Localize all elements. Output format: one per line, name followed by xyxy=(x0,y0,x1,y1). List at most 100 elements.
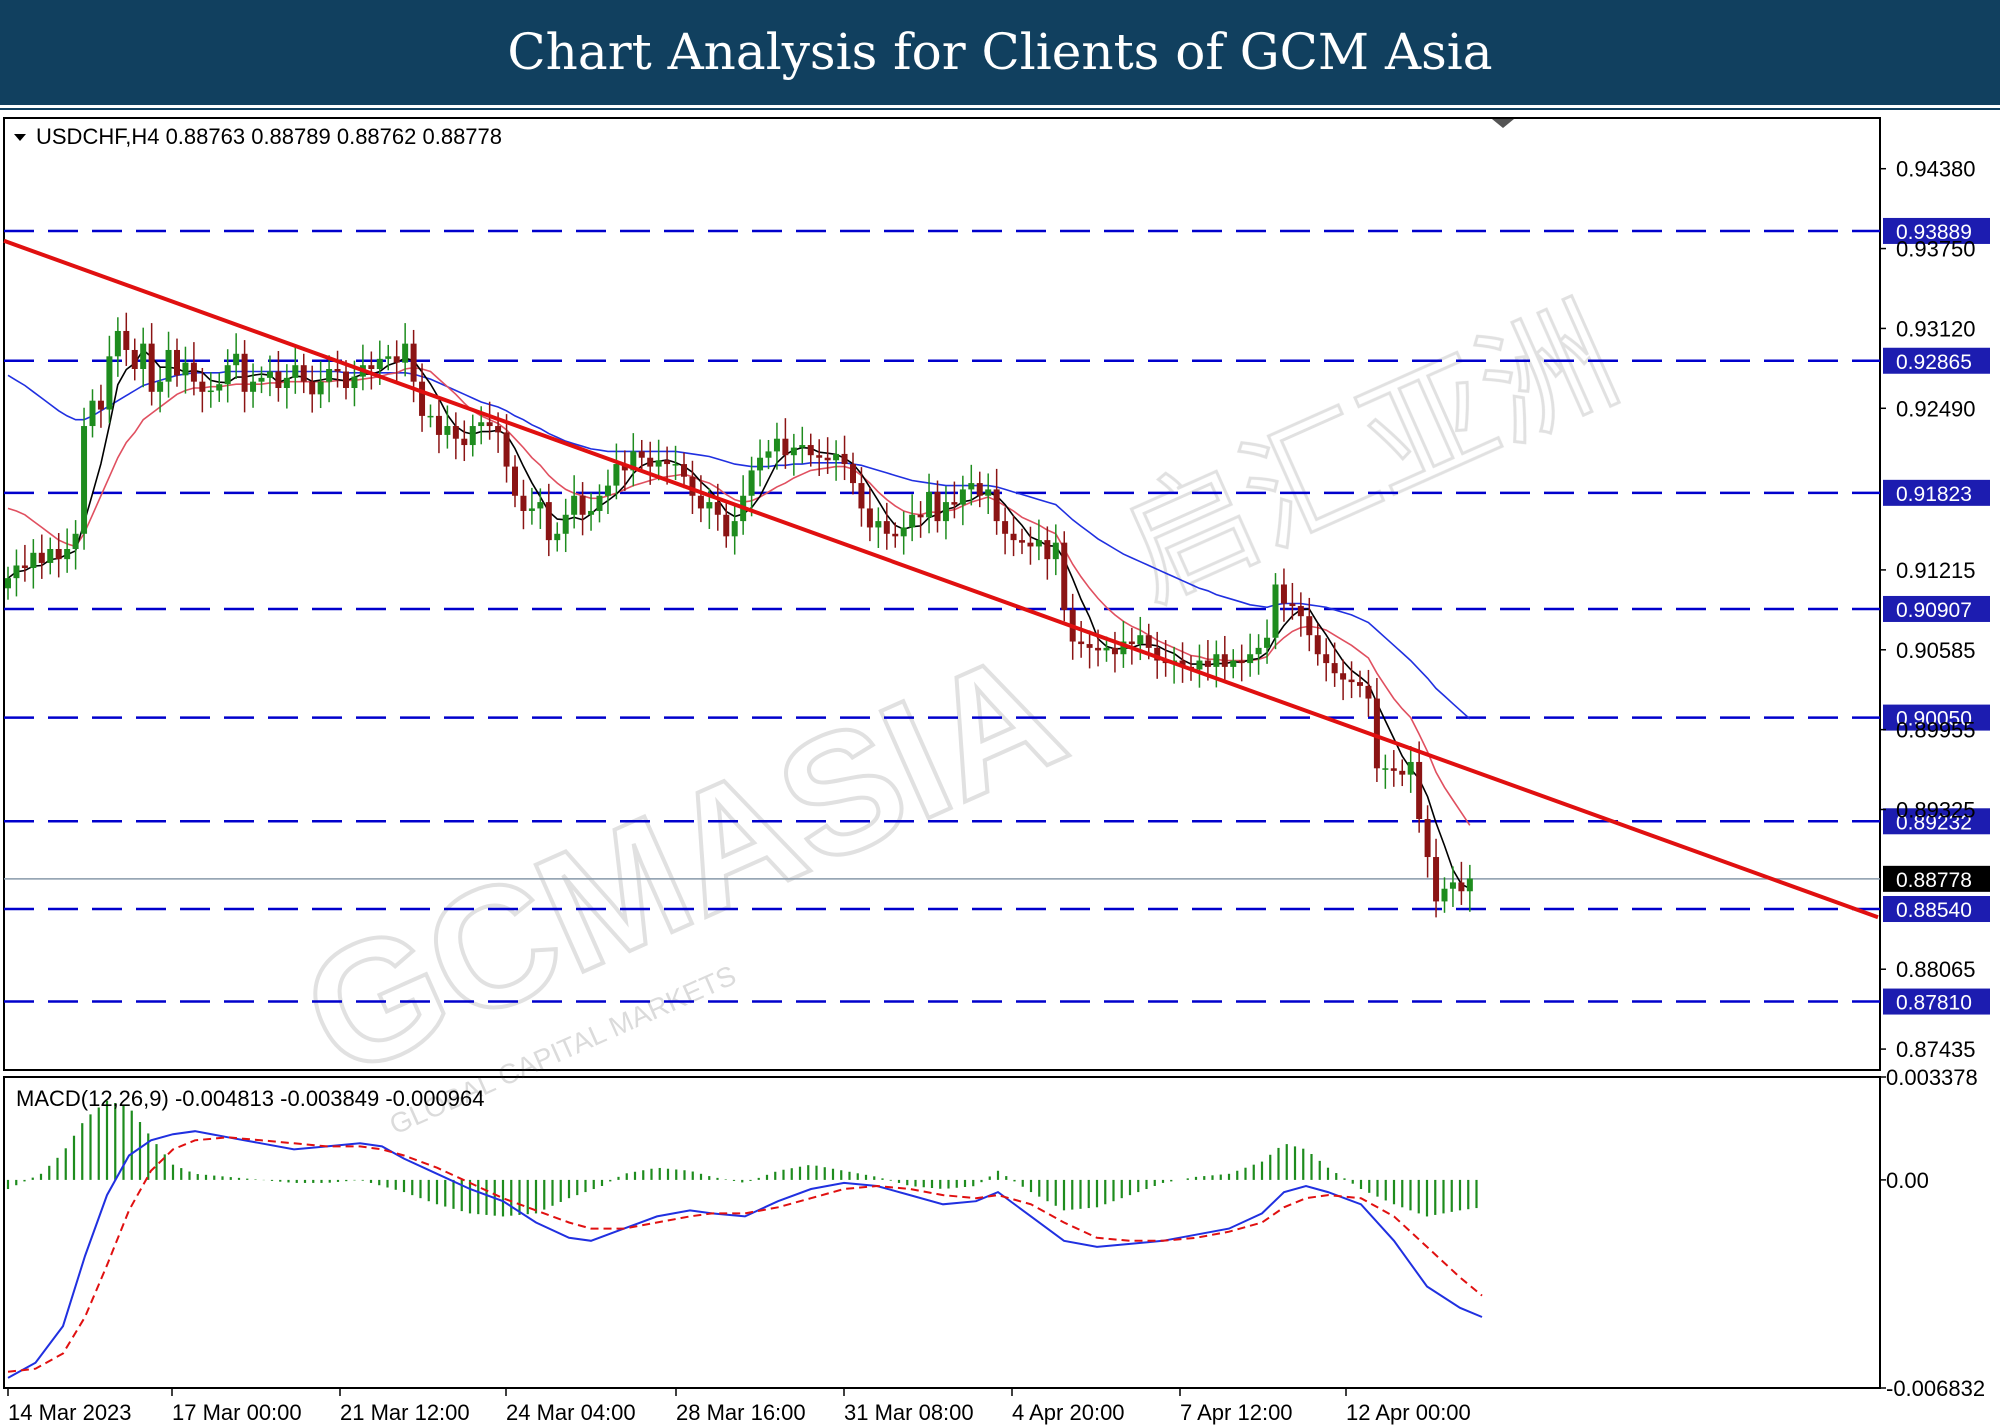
macd-tick-label: 0.003378 xyxy=(1886,1065,1978,1090)
candle-body xyxy=(283,377,290,389)
candle-body xyxy=(562,514,569,534)
candle-body xyxy=(106,356,113,410)
candle-body xyxy=(528,508,535,511)
candle-body xyxy=(1331,663,1338,674)
candle-body xyxy=(630,451,637,471)
candle-body xyxy=(681,464,687,477)
candle-body xyxy=(157,381,164,392)
candle-body xyxy=(1196,660,1203,670)
candle-body xyxy=(1365,685,1372,699)
candle-body xyxy=(1289,603,1296,607)
candle-body xyxy=(959,489,966,505)
price-tick-label: 0.92490 xyxy=(1896,396,1976,421)
candle-body xyxy=(714,502,721,515)
candle-body xyxy=(241,353,248,392)
candle-body xyxy=(841,453,848,465)
candle-body xyxy=(1095,647,1102,651)
candle-body xyxy=(495,426,502,433)
candle-body xyxy=(672,464,679,466)
time-tick-label: 7 Apr 12:00 xyxy=(1180,1400,1293,1425)
candle-body xyxy=(1221,654,1228,667)
candle-body xyxy=(55,548,62,560)
candle-body xyxy=(435,415,442,435)
candle-body xyxy=(1230,660,1237,667)
candle-body xyxy=(1128,641,1135,645)
candle-body xyxy=(317,381,324,395)
candle-body xyxy=(833,453,840,461)
candle-body xyxy=(858,483,865,509)
candle-body xyxy=(1238,660,1245,664)
candle-body xyxy=(469,426,476,446)
candle-body xyxy=(655,460,662,467)
candle-body xyxy=(926,491,933,518)
candle-body xyxy=(723,514,730,537)
candle-body xyxy=(486,422,493,427)
candle-body xyxy=(300,365,307,382)
time-tick-label: 14 Mar 2023 xyxy=(8,1400,132,1425)
candle-body xyxy=(419,381,426,416)
candle-body xyxy=(613,464,620,486)
page-title: Chart Analysis for Clients of GCM Asia xyxy=(507,23,1493,81)
candle-body xyxy=(909,514,916,528)
candle-body xyxy=(326,368,333,382)
level-label-box xyxy=(1883,595,1990,622)
candle-body xyxy=(1449,882,1456,889)
candle-body xyxy=(1306,616,1313,636)
candle-body xyxy=(1280,584,1287,604)
candle-body xyxy=(706,502,713,509)
candle-body xyxy=(1441,888,1448,902)
candle-body xyxy=(444,426,451,435)
level-label: 0.90907 xyxy=(1896,599,1972,622)
candle-body xyxy=(731,521,738,537)
candle-body xyxy=(233,353,240,366)
candle-body xyxy=(638,451,645,458)
candle-body xyxy=(1179,660,1186,667)
level-label-box xyxy=(1883,808,1990,835)
candle-body xyxy=(1382,768,1389,770)
candle-body xyxy=(985,489,992,496)
macd-tick-label: -0.006832 xyxy=(1886,1376,1985,1401)
chart-legend: USDCHF,H4 0.88763 0.88789 0.88762 0.8877… xyxy=(14,124,502,1111)
shift-marker-icon[interactable] xyxy=(1492,119,1514,128)
price-legend: USDCHF,H4 0.88763 0.88789 0.88762 0.8877… xyxy=(36,124,502,149)
candle-body xyxy=(1120,641,1127,655)
candle-body xyxy=(1111,647,1118,655)
price-tick-label: 0.89955 xyxy=(1896,718,1976,743)
candle-body xyxy=(131,349,138,369)
candle-body xyxy=(1407,761,1414,775)
level-label: 0.92865 xyxy=(1896,351,1972,374)
candle-body xyxy=(1002,521,1009,534)
candle-body xyxy=(343,371,349,389)
candle-body xyxy=(850,464,856,484)
candle-body xyxy=(647,457,654,467)
legend-dropdown-icon[interactable] xyxy=(14,134,26,141)
time-tick-label: 21 Mar 12:00 xyxy=(340,1400,470,1425)
level-label: 0.93889 xyxy=(1896,221,1972,244)
level-label: 0.90050 xyxy=(1896,708,1972,731)
candle-body xyxy=(13,565,20,579)
candle-body xyxy=(799,445,806,448)
candle-body xyxy=(1390,768,1397,771)
candle-body xyxy=(1035,540,1042,547)
price-tick-label: 0.87435 xyxy=(1896,1037,1976,1062)
candle-body xyxy=(1061,542,1068,610)
candle-body xyxy=(1357,682,1363,686)
candle-body xyxy=(81,426,88,534)
time-tick-label: 24 Mar 04:00 xyxy=(506,1400,636,1425)
ma-slow-line xyxy=(7,370,1471,720)
candle-body xyxy=(351,376,358,389)
candle-body xyxy=(1010,533,1017,541)
candle-body xyxy=(30,552,37,569)
candle-body xyxy=(174,349,180,376)
trendline xyxy=(3,238,1879,920)
candle-body xyxy=(1399,770,1406,775)
level-label: 0.88540 xyxy=(1896,899,1972,922)
candle-body xyxy=(478,422,485,427)
level-label: 0.91823 xyxy=(1896,483,1972,506)
price-tick-label: 0.93120 xyxy=(1896,316,1976,341)
candle-body xyxy=(1204,660,1211,667)
candle-body xyxy=(216,384,223,391)
time-tick-label: 31 Mar 08:00 xyxy=(844,1400,974,1425)
candle-body xyxy=(757,457,764,471)
